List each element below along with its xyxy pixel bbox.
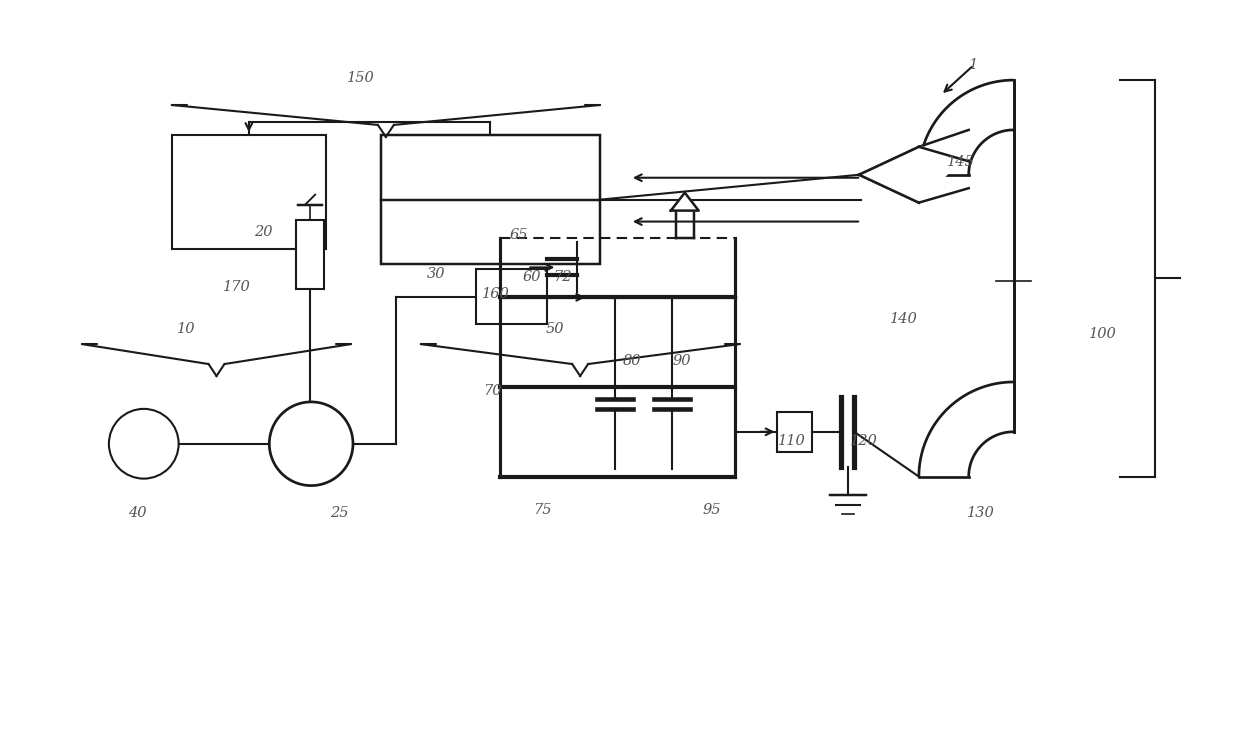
Text: 130: 130 [967, 506, 994, 521]
Text: 95: 95 [702, 503, 720, 518]
Text: 140: 140 [890, 312, 918, 327]
Text: 70: 70 [484, 384, 502, 398]
Text: 90: 90 [672, 354, 691, 368]
Text: 170: 170 [222, 280, 250, 294]
Bar [296, 219, 324, 289]
Text: 110: 110 [777, 434, 805, 448]
Text: 60: 60 [523, 270, 542, 285]
Text: 1: 1 [968, 58, 978, 72]
Polygon shape [676, 210, 693, 237]
Bar [777, 412, 812, 452]
Text: 50: 50 [546, 322, 564, 336]
Text: 65: 65 [510, 228, 528, 241]
Text: 30: 30 [427, 267, 445, 282]
Bar [475, 270, 547, 324]
Polygon shape [859, 147, 968, 203]
Polygon shape [671, 192, 698, 210]
Text: 72: 72 [553, 270, 572, 285]
Text: 80: 80 [622, 354, 641, 368]
Text: 100: 100 [1089, 327, 1117, 341]
Text: 150: 150 [347, 71, 374, 85]
Bar [381, 135, 600, 264]
Bar [171, 135, 326, 249]
Text: 120: 120 [851, 434, 878, 448]
Text: 160: 160 [481, 288, 510, 301]
Text: 75: 75 [533, 503, 552, 518]
Text: 25: 25 [330, 506, 348, 521]
Text: 145: 145 [947, 155, 975, 169]
Text: 10: 10 [177, 322, 196, 336]
Text: 40: 40 [128, 506, 146, 521]
Text: 20: 20 [254, 225, 273, 238]
